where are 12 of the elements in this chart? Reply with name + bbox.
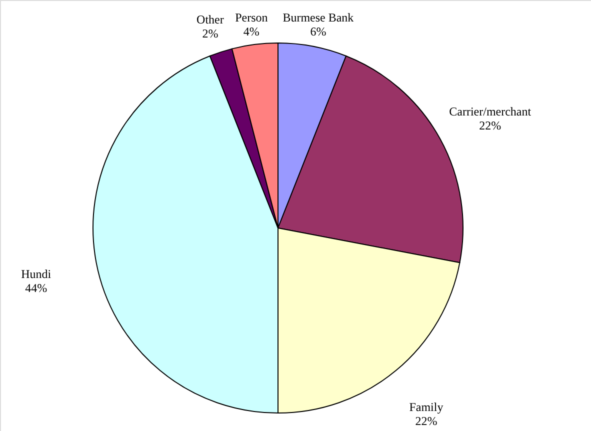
data-label: 6%	[310, 24, 326, 38]
data-label: 2%	[202, 26, 218, 40]
slice-label: Person	[235, 10, 268, 25]
slice-label: Hundi	[21, 267, 52, 282]
data-label: 4%	[243, 24, 260, 39]
data-label: 22%	[479, 118, 502, 132]
data-label: 44%	[25, 281, 48, 296]
slice-label: Family	[409, 400, 444, 414]
slice-label: Burmese Bank	[282, 10, 354, 24]
slice-label: Carrier/merchant	[449, 104, 532, 118]
slice-label: Other	[196, 12, 224, 26]
data-label: 22%	[415, 414, 438, 428]
